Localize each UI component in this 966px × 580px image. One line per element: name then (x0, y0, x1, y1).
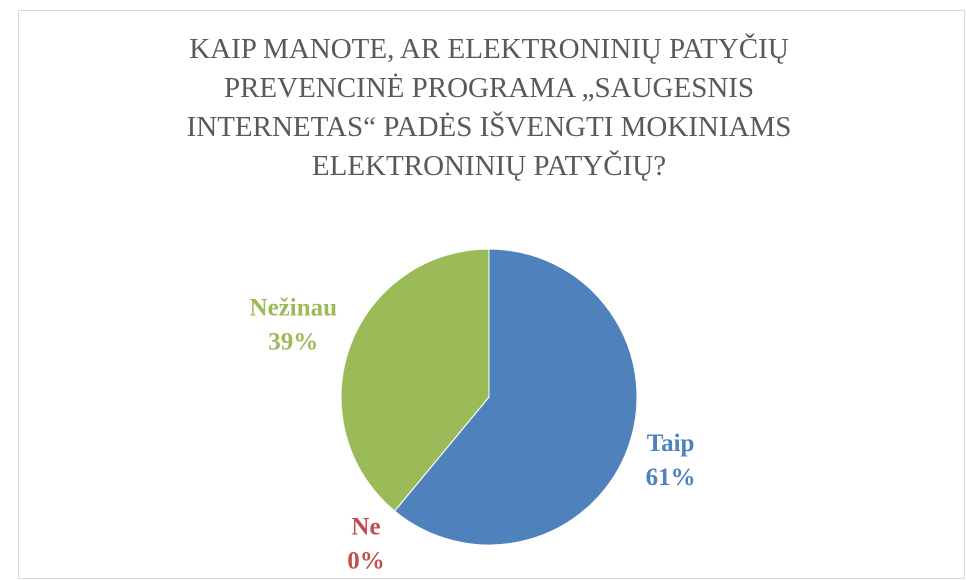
chart-title: KAIP MANOTE, AR ELEKTRONINIŲ PATYČIŲ PRE… (186, 33, 792, 182)
chart-border (18, 10, 965, 579)
pie-slice (393, 248, 638, 546)
slice-value-label: 61% (646, 464, 696, 491)
slice-label: Taip (647, 430, 695, 457)
slice-label: Ne (351, 513, 380, 540)
slice-value-label: 39% (268, 328, 318, 355)
slice-value-label: 0% (347, 547, 385, 574)
slice-label: Nežinau (250, 294, 338, 321)
pie-slice (340, 248, 490, 512)
